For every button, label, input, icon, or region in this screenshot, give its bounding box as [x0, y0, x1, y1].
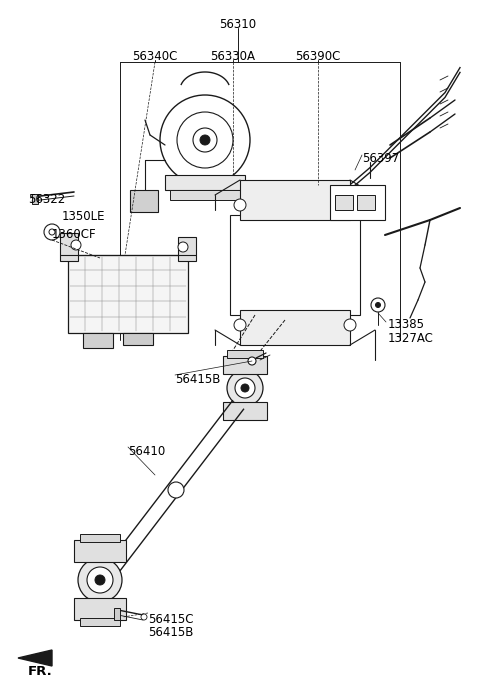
Bar [32, 194, 38, 204]
Text: 1360CF: 1360CF [52, 228, 96, 241]
Circle shape [95, 575, 105, 585]
Circle shape [289, 259, 301, 271]
Text: 56330A: 56330A [211, 50, 255, 63]
Bar [357, 195, 375, 210]
Text: 13385: 13385 [388, 318, 425, 331]
Bar [240, 310, 350, 345]
Text: 56415C: 56415C [148, 613, 193, 626]
Bar [114, 608, 120, 620]
Bar [223, 356, 267, 374]
Text: 1327AC: 1327AC [388, 332, 434, 345]
Text: 1350LE: 1350LE [62, 210, 106, 223]
Circle shape [371, 298, 385, 312]
Circle shape [227, 370, 263, 406]
Bar [130, 190, 158, 212]
Bar [83, 333, 113, 348]
Bar [80, 618, 120, 626]
Text: 56340C: 56340C [132, 50, 178, 63]
Bar [178, 237, 196, 261]
Text: 56415B: 56415B [175, 373, 220, 386]
Bar [68, 255, 188, 333]
Circle shape [71, 240, 81, 250]
Bar [80, 534, 120, 542]
Bar [74, 540, 126, 562]
Circle shape [344, 319, 356, 331]
Bar [74, 598, 126, 620]
Text: 56310: 56310 [219, 18, 257, 31]
Bar [123, 333, 153, 345]
Text: 56397: 56397 [362, 152, 399, 165]
Bar [60, 233, 78, 261]
Circle shape [235, 378, 255, 398]
Text: 56410: 56410 [128, 445, 165, 458]
Bar [240, 180, 350, 220]
Circle shape [248, 357, 256, 365]
Circle shape [234, 199, 246, 211]
Circle shape [260, 230, 330, 300]
Circle shape [87, 567, 113, 593]
Circle shape [200, 135, 210, 145]
Bar [230, 215, 360, 315]
Text: 56322: 56322 [28, 193, 65, 206]
Circle shape [240, 210, 350, 320]
Circle shape [168, 482, 184, 498]
Bar [330, 185, 385, 220]
Circle shape [279, 249, 311, 281]
Circle shape [241, 384, 249, 392]
Circle shape [141, 614, 147, 620]
Circle shape [160, 95, 250, 185]
Text: FR.: FR. [28, 665, 53, 678]
Circle shape [344, 199, 356, 211]
Circle shape [375, 303, 381, 308]
Bar [165, 175, 245, 190]
Circle shape [178, 242, 188, 252]
Circle shape [177, 112, 233, 168]
Circle shape [78, 558, 122, 602]
Circle shape [234, 319, 246, 331]
Circle shape [49, 229, 55, 235]
Bar [335, 195, 353, 210]
Text: 56415B: 56415B [148, 626, 193, 639]
Bar [227, 350, 263, 358]
Bar [223, 402, 267, 420]
Polygon shape [18, 650, 52, 666]
Circle shape [44, 224, 60, 240]
Text: 56390C: 56390C [295, 50, 341, 63]
Circle shape [193, 128, 217, 152]
Bar [170, 190, 240, 200]
